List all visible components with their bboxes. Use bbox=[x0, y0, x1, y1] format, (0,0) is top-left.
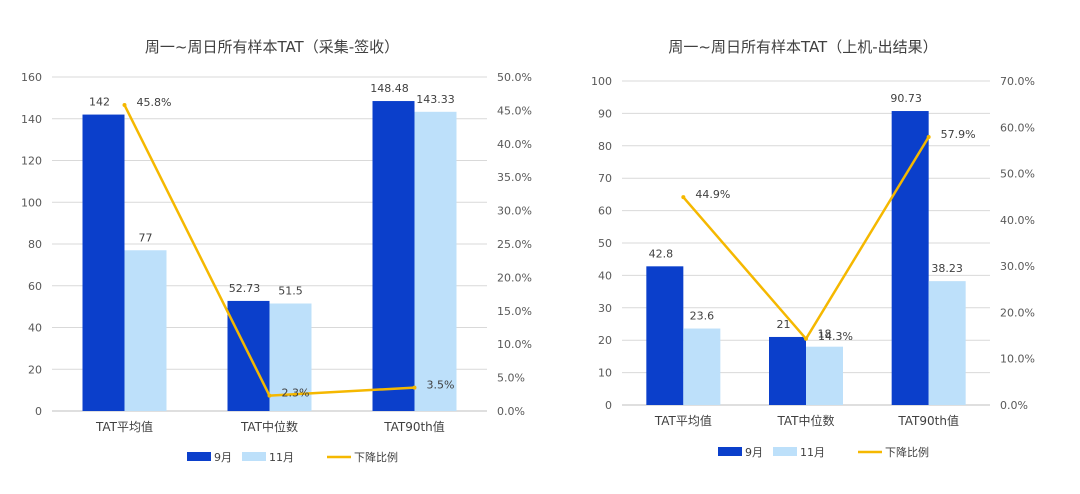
chart-collection-to-signoff: 周一~周日所有样本TAT（采集-签收） 0 20 40 60 80 100 120 140 160… bbox=[21, 38, 532, 464]
legend: 9月 11月 下降比例 bbox=[718, 445, 929, 459]
y-tick-label: 160 bbox=[21, 71, 42, 84]
bar-sep bbox=[646, 266, 684, 405]
legend-label: 9月 bbox=[214, 451, 232, 464]
y-tick-label: 100 bbox=[591, 75, 612, 88]
line-data-label: 44.9% bbox=[695, 188, 730, 201]
bar-sep bbox=[372, 101, 415, 411]
y2-tick-label: 10.0% bbox=[497, 338, 532, 351]
line-point bbox=[267, 393, 272, 398]
bar-data-label: 52.73 bbox=[229, 282, 261, 295]
y2-tick-label: 20.0% bbox=[497, 271, 532, 284]
legend-label: 11月 bbox=[269, 451, 294, 464]
legend-swatch bbox=[187, 452, 211, 461]
chart-run-to-result: 周一~周日所有样本TAT（上机-出结果） 0 10 20 30 40 50 60 70 80 90 1… bbox=[591, 38, 1035, 459]
y2-tick-label: 35.0% bbox=[497, 171, 532, 184]
y-tick-label: 20 bbox=[28, 363, 42, 376]
legend-label: 9月 bbox=[745, 446, 763, 459]
bar-nov bbox=[124, 250, 167, 411]
y2-tick-label: 45.0% bbox=[497, 104, 532, 117]
y2-tick-label: 40.0% bbox=[1000, 214, 1035, 227]
y-tick-label: 70 bbox=[598, 172, 612, 185]
bar-data-label: 77 bbox=[139, 231, 153, 244]
bar-data-label: 148.48 bbox=[370, 82, 409, 95]
bar-data-label: 142 bbox=[89, 96, 110, 109]
y2-tick-label: 10.0% bbox=[1000, 353, 1035, 366]
y2-tick-label: 25.0% bbox=[497, 238, 532, 251]
y-tick-label: 80 bbox=[28, 238, 42, 251]
bar-data-label: 21 bbox=[777, 318, 791, 331]
chart-title: 周一~周日所有样本TAT（采集-签收） bbox=[145, 38, 399, 56]
bar-nov bbox=[928, 281, 966, 405]
y-tick-label: 0 bbox=[605, 399, 612, 412]
y2-tick-label: 30.0% bbox=[497, 205, 532, 218]
y-tick-label: 90 bbox=[598, 107, 612, 120]
line-point bbox=[926, 135, 931, 140]
line-data-label: 57.9% bbox=[941, 128, 976, 141]
y-tick-label: 0 bbox=[35, 405, 42, 418]
y-tick-label: 80 bbox=[598, 140, 612, 153]
line-data-label: 2.3% bbox=[282, 387, 310, 400]
x-category-label: TAT中位数 bbox=[776, 413, 834, 428]
bar-data-label: 90.73 bbox=[890, 92, 922, 105]
bar-data-label: 38.23 bbox=[931, 262, 963, 275]
y2-tick-label: 0.0% bbox=[1000, 399, 1028, 412]
x-category-label: TAT90th值 bbox=[897, 413, 959, 428]
bar-sep bbox=[82, 114, 125, 411]
y2-tick-label: 30.0% bbox=[1000, 260, 1035, 273]
y-tick-label: 20 bbox=[598, 334, 612, 347]
y-tick-label: 120 bbox=[21, 155, 42, 168]
legend-swatch bbox=[773, 447, 797, 456]
bar-data-label: 23.6 bbox=[690, 310, 715, 323]
line-point bbox=[681, 195, 686, 200]
line-data-label: 3.5% bbox=[427, 379, 455, 392]
y-tick-label: 60 bbox=[598, 205, 612, 218]
y-tick-label: 40 bbox=[28, 322, 42, 335]
x-category-label: TAT平均值 bbox=[95, 419, 153, 434]
y-tick-label: 140 bbox=[21, 113, 42, 126]
y2-tick-label: 50.0% bbox=[497, 71, 532, 84]
legend-swatch bbox=[718, 447, 742, 456]
x-category-label: TAT90th值 bbox=[383, 419, 445, 434]
y2-tick-label: 40.0% bbox=[497, 138, 532, 151]
bar-nov bbox=[414, 111, 457, 412]
y-tick-label: 60 bbox=[28, 280, 42, 293]
line-point bbox=[122, 103, 127, 108]
y-tick-label: 10 bbox=[598, 367, 612, 380]
y2-tick-label: 5.0% bbox=[497, 372, 525, 385]
bar-sep bbox=[891, 111, 929, 406]
bar-nov bbox=[683, 328, 721, 405]
x-category-label: TAT平均值 bbox=[654, 413, 712, 428]
legend-label: 下降比例 bbox=[354, 450, 398, 464]
line-data-label: 14.3% bbox=[818, 330, 853, 343]
legend-swatch bbox=[242, 452, 266, 461]
y2-tick-label: 60.0% bbox=[1000, 121, 1035, 134]
y2-tick-label: 50.0% bbox=[1000, 168, 1035, 181]
legend: 9月 11月 下降比例 bbox=[187, 450, 398, 464]
y-tick-label: 30 bbox=[598, 302, 612, 315]
y2-tick-label: 15.0% bbox=[497, 305, 532, 318]
y-tick-label: 100 bbox=[21, 196, 42, 209]
legend-label: 11月 bbox=[800, 446, 825, 459]
chart-title: 周一~周日所有样本TAT（上机-出结果） bbox=[668, 38, 937, 56]
line-point bbox=[412, 385, 417, 390]
y-tick-label: 50 bbox=[598, 237, 612, 250]
y2-tick-label: 70.0% bbox=[1000, 75, 1035, 88]
line-data-label: 45.8% bbox=[137, 96, 172, 109]
legend-label: 下降比例 bbox=[885, 445, 929, 459]
bar-data-label: 143.33 bbox=[416, 93, 455, 106]
y2-tick-label: 0.0% bbox=[497, 405, 525, 418]
bar-sep bbox=[769, 336, 806, 405]
x-category-label: TAT中位数 bbox=[240, 419, 298, 434]
y-tick-label: 40 bbox=[598, 269, 612, 282]
y2-tick-label: 20.0% bbox=[1000, 306, 1035, 319]
bar-nov bbox=[806, 346, 843, 405]
bar-data-label: 51.5 bbox=[278, 284, 303, 297]
bar-data-label: 18 bbox=[818, 328, 832, 341]
line-point bbox=[804, 336, 808, 341]
bar-data-label: 42.8 bbox=[649, 247, 674, 260]
